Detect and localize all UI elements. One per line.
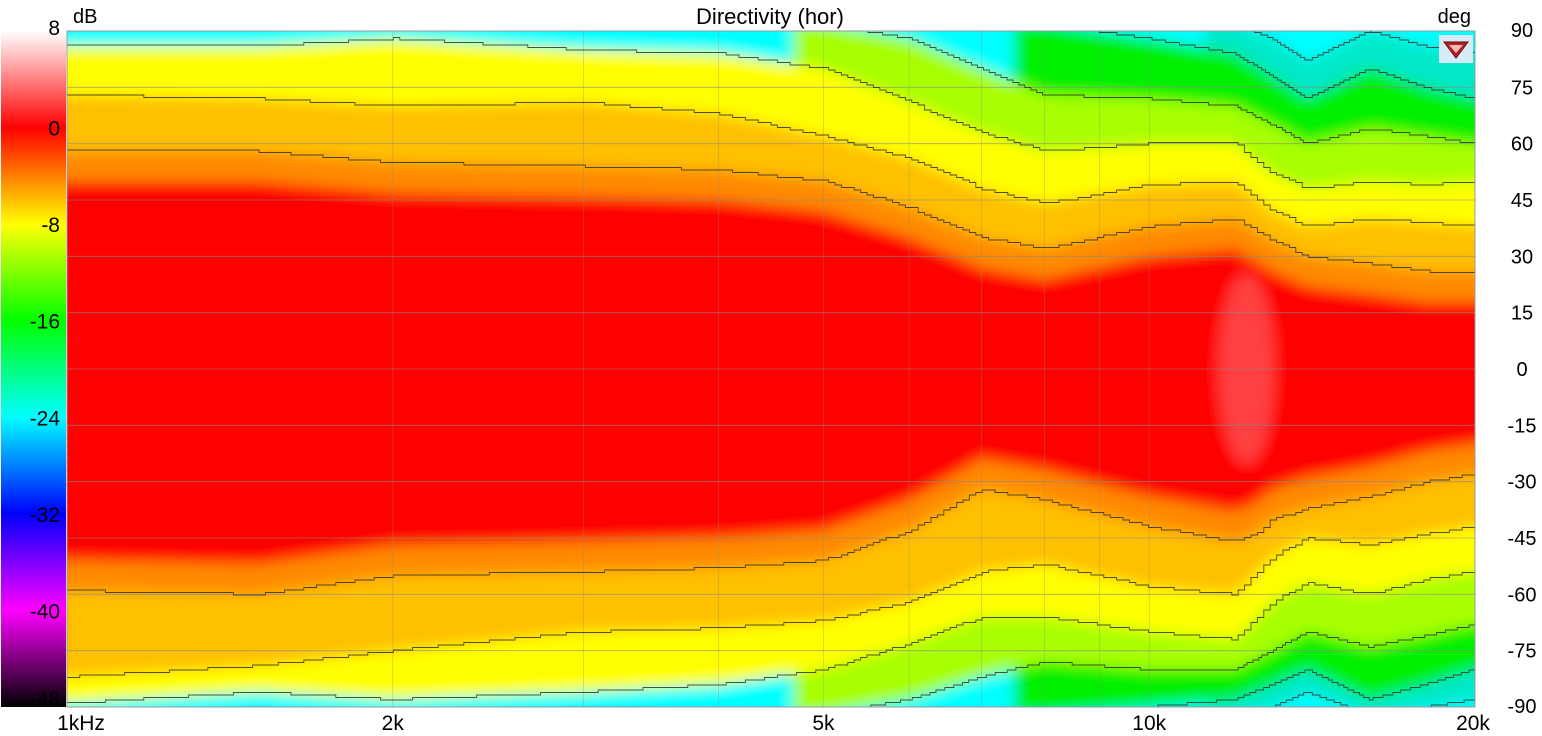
y-tick-label: -30 xyxy=(1508,472,1537,494)
x-tick-label: 2k xyxy=(382,712,405,735)
y-tick-label: 75 xyxy=(1511,77,1533,99)
y-tick-label: 30 xyxy=(1511,246,1533,268)
heat-band-core xyxy=(67,181,1475,565)
colorbar-tick-label: -32 xyxy=(30,504,60,527)
colorbar-ticks: 8 0 -8 -16 -24 -32 -40 -48 xyxy=(30,17,61,711)
y-tick-label: -15 xyxy=(1508,415,1537,437)
contour-line xyxy=(67,474,1475,596)
y-tick-label: 90 xyxy=(1511,20,1533,42)
vituixcad-logo xyxy=(1439,35,1473,63)
y-axis-ticks: 90 75 60 45 30 15 0 -15 -30 -45 -60 -75 -90 xyxy=(1508,20,1537,718)
contour-line xyxy=(870,624,1475,707)
x-tick-label: 1kHz xyxy=(57,712,105,735)
x-tick-label: 10k xyxy=(1132,712,1166,735)
y-tick-label: -60 xyxy=(1508,584,1537,606)
colorbar-tick-label: 0 xyxy=(48,118,60,141)
colorbar xyxy=(1,31,66,707)
y-tick-label: 60 xyxy=(1511,134,1533,156)
x-tick-label: 5k xyxy=(812,712,835,735)
chart-title: Directivity (hor) xyxy=(696,4,844,29)
y-tick-label: -75 xyxy=(1508,641,1537,663)
y-tick-label: 45 xyxy=(1511,190,1533,212)
contour-line xyxy=(1274,692,1475,707)
colorbar-tick-label: -48 xyxy=(30,688,60,711)
x-axis-ticks: 1kHz 2k 5k 10k 20k xyxy=(57,712,1490,735)
colorbar-tick-label: -8 xyxy=(41,214,60,237)
contour-line xyxy=(1157,669,1475,707)
contour-line xyxy=(67,149,1475,273)
y-tick-label: 15 xyxy=(1511,303,1533,325)
colorbar-tick-label: 8 xyxy=(48,17,60,40)
y-axis-unit: deg xyxy=(1438,6,1471,28)
colorbar-tick-label: -24 xyxy=(30,407,61,430)
contour-line xyxy=(67,572,1475,703)
plot-frame xyxy=(66,30,1476,708)
contour-line xyxy=(1098,31,1475,98)
colorbar-tick-label: -40 xyxy=(30,600,60,623)
x-tick-label: 20k xyxy=(1456,712,1490,735)
contour-line xyxy=(1254,31,1475,61)
contour-line xyxy=(67,527,1475,678)
grid xyxy=(67,31,1475,707)
colorbar-unit: dB xyxy=(73,6,97,28)
contour-line xyxy=(67,37,1475,188)
colorbar-tick-label: -16 xyxy=(30,311,60,334)
contour-line xyxy=(67,94,1475,228)
contour-line xyxy=(867,31,1475,143)
y-tick-label: -45 xyxy=(1508,528,1537,550)
y-tick-label: 0 xyxy=(1516,359,1527,381)
y-tick-label: -90 xyxy=(1508,696,1537,718)
contour-lines xyxy=(67,31,1475,707)
